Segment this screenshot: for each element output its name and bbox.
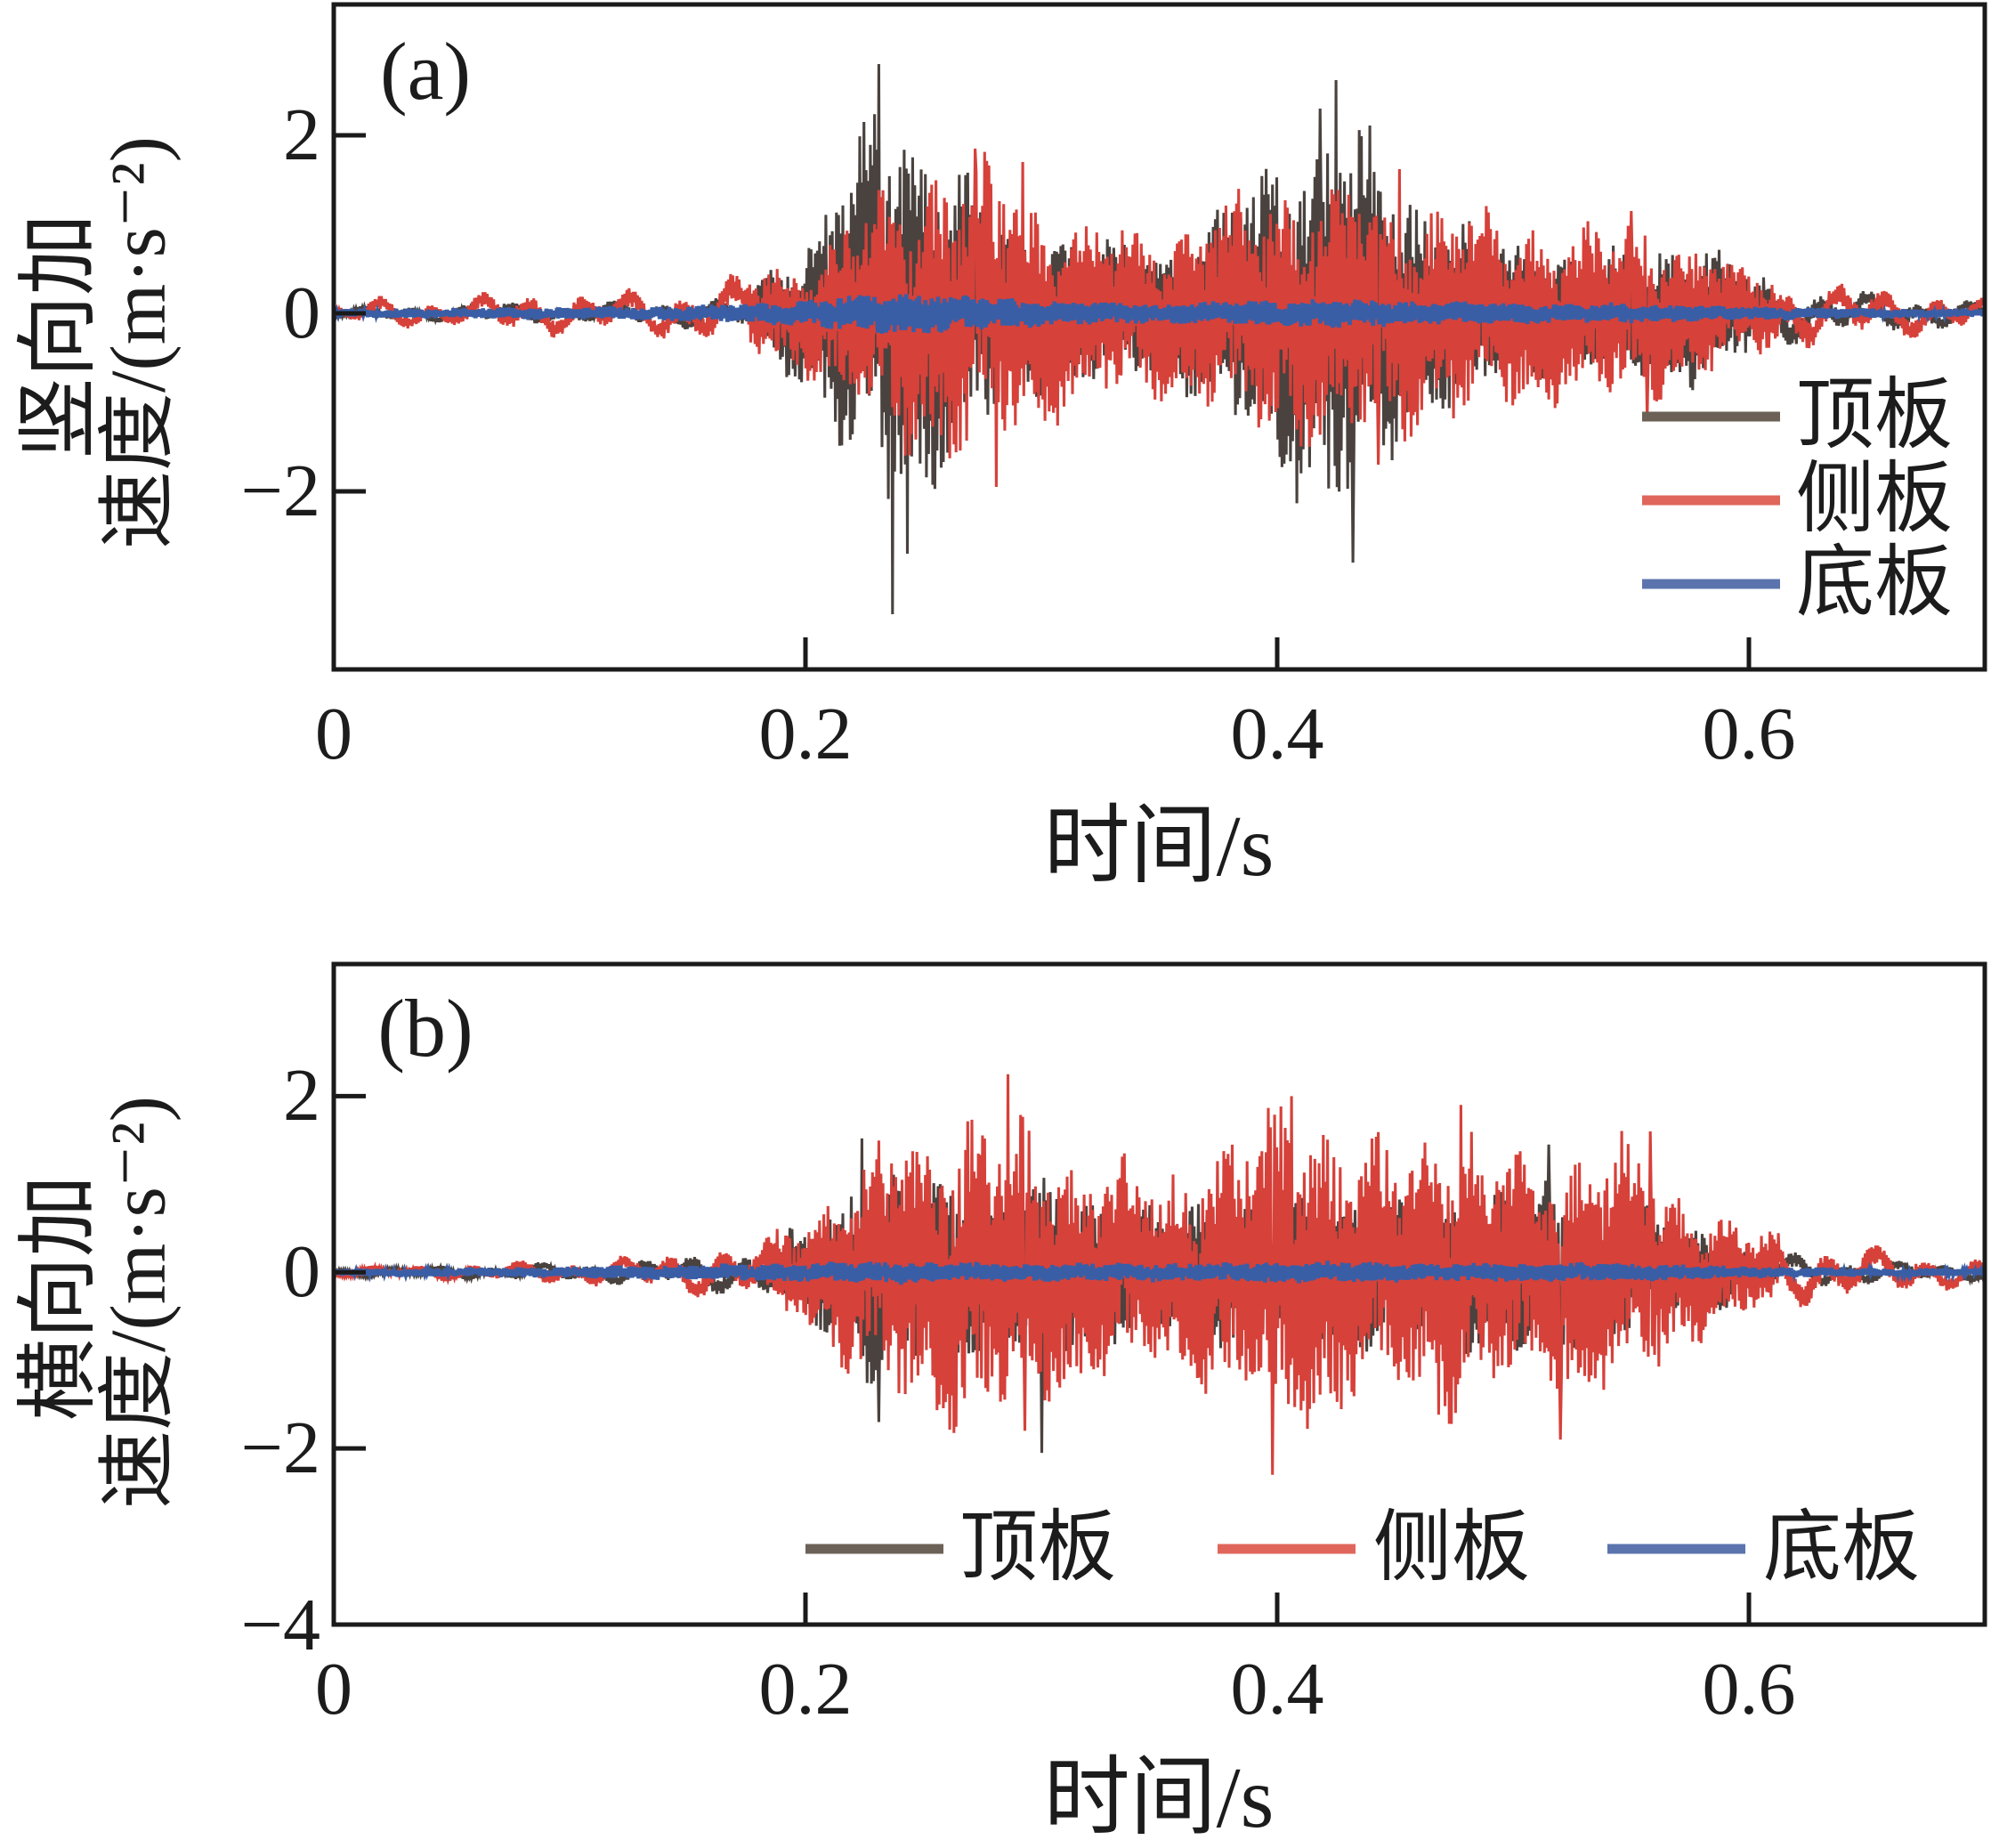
panel-a-axes-box (331, 2, 1987, 672)
panel-a-label: (a) (379, 26, 472, 117)
panel-b-legend-label-bottom: 底板 (1763, 1505, 1921, 1592)
panel-a-xtick-02: 0.2 (758, 693, 853, 775)
panel-a-xtick-06: 0.6 (1702, 693, 1796, 775)
panel-a-xlabel: 时间/s (1043, 798, 1275, 894)
panel-a-ytick-0: 0 (283, 272, 320, 354)
panel-b-axes-box (331, 961, 1987, 1627)
panel-a-legend-label-side: 侧板 (1796, 457, 1954, 543)
series-a-1 (334, 148, 1985, 488)
panel-b-xtick-02: 0.2 (758, 1648, 853, 1730)
panel-a-legend-label-roof: 顶板 (1796, 373, 1954, 459)
series-a-2 (334, 294, 1985, 334)
panel-a-ytick-2: 2 (283, 93, 320, 176)
panel-a-ytick-neg2: −2 (240, 450, 320, 532)
panel-b-xtick-0: 0 (315, 1648, 352, 1730)
panel-b-label: (b) (377, 983, 473, 1074)
panel-b-xlabel: 时间/s (1043, 1750, 1275, 1845)
panel-b-ytick-neg4: −4 (240, 1584, 320, 1666)
series-b-2 (334, 1260, 1985, 1285)
panel-b-ytick-0: 0 (283, 1230, 320, 1313)
panel-b-ytick-neg2: −2 (240, 1406, 320, 1489)
panel-b-legend-label-roof: 顶板 (959, 1505, 1117, 1592)
panel-b-legend-label-side: 侧板 (1373, 1505, 1531, 1592)
panel-b-xtick-04: 0.4 (1230, 1648, 1324, 1730)
panel-a-xtick-04: 0.4 (1230, 693, 1324, 775)
panel-a-xtick-0: 0 (315, 693, 352, 775)
panel-b-xtick-06: 0.6 (1702, 1648, 1796, 1730)
panel-b-ytick-2: 2 (283, 1054, 320, 1137)
panel-a-legend-label-bottom: 底板 (1796, 540, 1954, 627)
